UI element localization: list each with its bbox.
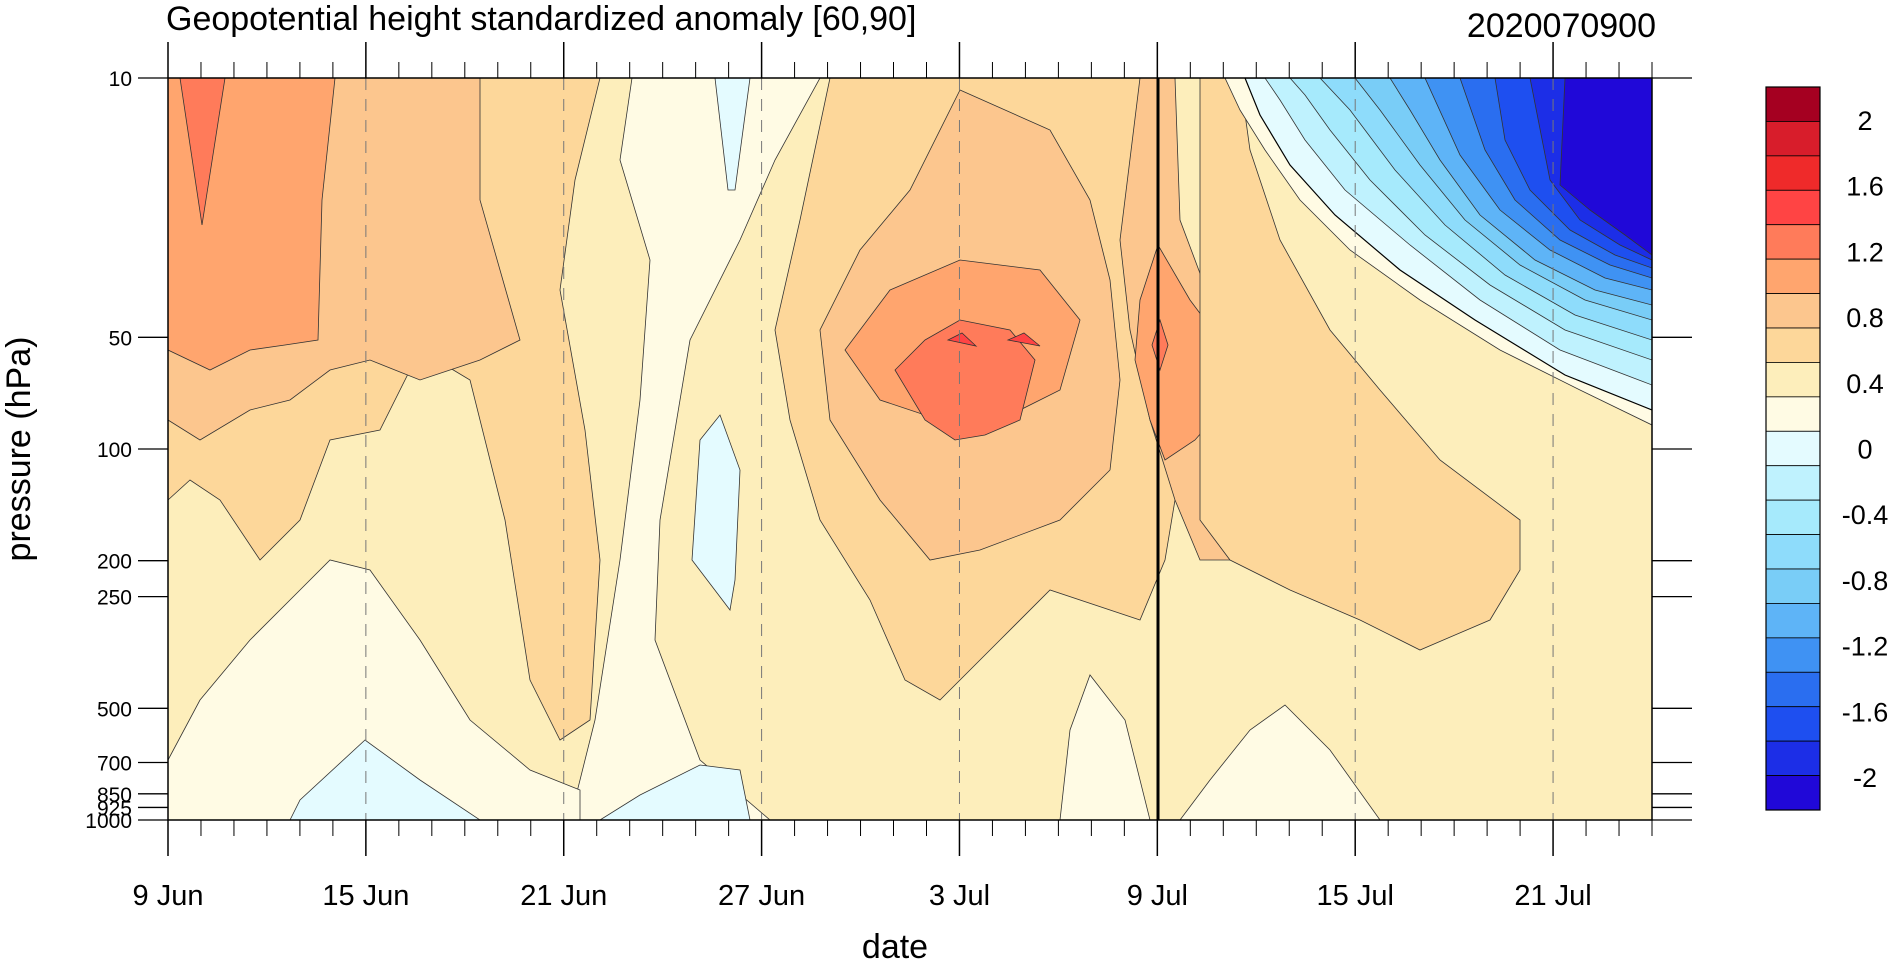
colorbar-swatch [1765, 155, 1821, 191]
y-tick-label: 1000 [85, 810, 132, 833]
x-tick-label: 15 Jul [1317, 880, 1394, 912]
colorbar-swatch [1765, 121, 1821, 157]
x-tick-label: 21 Jun [520, 880, 607, 912]
x-tick-label: 27 Jun [718, 880, 805, 912]
chart-date-label: 2020070900 [1467, 7, 1656, 45]
colorbar-swatch [1765, 258, 1821, 294]
colorbar-swatch [1765, 568, 1821, 604]
colorbar-label: 0 [1857, 435, 1872, 465]
colorbar-label: 0.8 [1846, 303, 1884, 333]
colorbar-label: 2 [1857, 106, 1872, 136]
y-tick-label: 850 [97, 784, 132, 807]
y-tick-label: 500 [97, 698, 132, 721]
colorbar-label: 1.6 [1846, 172, 1884, 202]
x-tick-label: 3 Jul [929, 880, 990, 912]
y-tick-label: 250 [97, 587, 132, 610]
colorbar-swatch [1765, 293, 1821, 329]
x-tick-label: 15 Jun [322, 880, 409, 912]
colorbar-swatch [1765, 396, 1821, 432]
colorbar-label: -2 [1853, 763, 1877, 793]
x-axis-label: date [862, 928, 928, 963]
y-tick-label: 10 [109, 68, 132, 91]
colorbar-swatch [1765, 465, 1821, 501]
chart-title: Geopotential height standardized anomaly… [166, 0, 916, 38]
colorbar-swatch [1765, 224, 1821, 260]
colorbar-swatch [1765, 637, 1821, 673]
date-axis: 9 Jun 15 Jun 21 Jun 27 Jun 3 Jul 9 Jul 15 Jul 2… [133, 42, 1653, 912]
x-tick-label: 21 Jul [1514, 880, 1591, 912]
colorbar-swatch [1765, 740, 1821, 776]
y-tick-label: 700 [97, 753, 132, 776]
contour-fill-layer [168, 78, 1652, 820]
colorbar-label: -0.4 [1842, 500, 1889, 530]
colorbar-label: -0.8 [1842, 566, 1889, 596]
colorbar-swatch [1765, 327, 1821, 363]
y-tick-label: 50 [109, 327, 132, 350]
colorbar-label: -1.6 [1842, 697, 1889, 727]
colorbar-swatch [1765, 430, 1821, 467]
y-tick-label: 925 [97, 797, 132, 820]
colorbar-frame [1765, 86, 1821, 811]
colorbar-swatch [1765, 189, 1821, 226]
colorbar-swatch [1765, 706, 1821, 742]
colorbar-swatch [1765, 534, 1821, 570]
x-tick-label: 9 Jun [133, 880, 204, 912]
colorbar-swatch [1765, 603, 1821, 639]
colorbar: 2 1.6 1.2 0.8 0.4 0 -0.4 -0.8 -1.2 -1.6 -2 [1765, 86, 1889, 811]
colorbar-label: 0.4 [1846, 369, 1884, 399]
colorbar-swatch [1765, 775, 1821, 811]
colorbar-swatch [1765, 671, 1821, 708]
colorbar-swatch [1765, 362, 1821, 398]
colorbar-label: -1.2 [1842, 632, 1889, 662]
colorbar-label: 1.2 [1846, 237, 1884, 267]
colorbar-swatch [1765, 499, 1821, 535]
y-tick-label: 100 [97, 439, 132, 462]
x-tick-label: 9 Jul [1127, 880, 1188, 912]
colorbar-swatch [1765, 86, 1821, 122]
y-axis-label: pressure (hPa) [0, 337, 38, 562]
y-tick-label: 200 [97, 551, 132, 574]
